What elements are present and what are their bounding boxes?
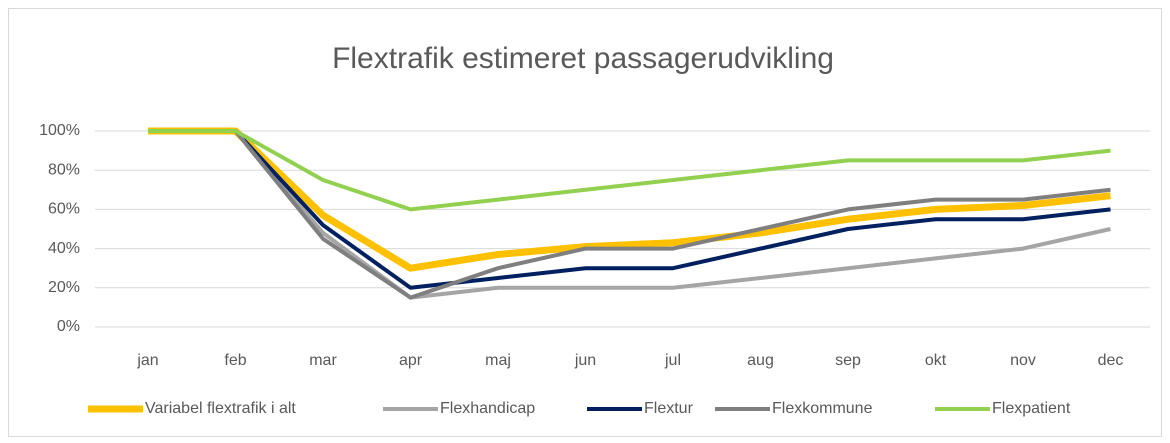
y-tick-label: 40% [48,240,80,257]
legend-label: Flexkommune [772,400,873,417]
y-tick-label: 80% [48,161,80,178]
chart-frame [8,8,1162,437]
y-tick-label: 0% [57,318,80,335]
y-tick-label: 60% [48,201,80,218]
series-line [148,129,1111,212]
legend-label: Flexpatient [992,400,1071,417]
x-tick-label: feb [224,352,246,369]
x-tick-label: apr [399,352,423,369]
series-line [148,129,1111,300]
x-tick-label: aug [747,352,774,369]
chart-title: Flextrafik estimeret passagerudvikling [332,42,834,75]
legend-label: Flexhandicap [440,400,535,417]
y-tick-label: 20% [48,279,80,296]
x-tick-label: jan [136,352,158,369]
series-line [148,129,1111,290]
series-line [148,127,1111,272]
series-line [148,129,1111,300]
x-tick-label: jul [664,352,681,369]
legend-label: Variabel flextrafik i alt [145,400,296,417]
x-tick-label: nov [1010,352,1036,369]
legend-label: Flextur [644,400,694,417]
y-tick-label: 100% [39,122,80,139]
x-tick-label: sep [835,352,861,369]
x-tick-label: maj [485,352,511,369]
x-tick-label: dec [1098,352,1124,369]
x-tick-label: okt [925,352,947,369]
x-tick-label: jun [574,352,596,369]
x-tick-label: mar [309,352,337,369]
